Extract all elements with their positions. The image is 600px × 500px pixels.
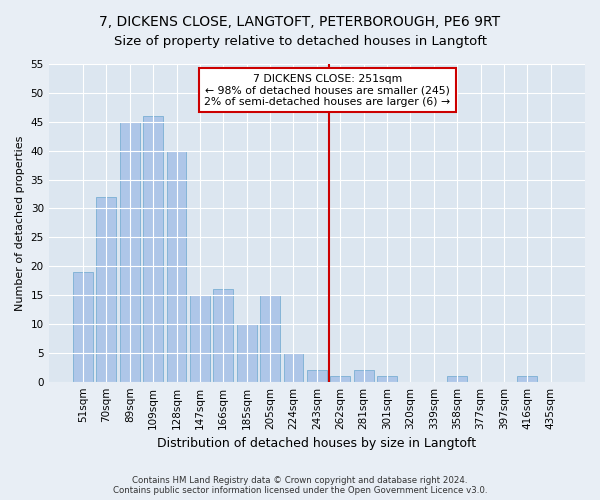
Bar: [237, 324, 257, 382]
Bar: [517, 376, 537, 382]
Y-axis label: Number of detached properties: Number of detached properties: [15, 135, 25, 310]
Bar: [330, 376, 350, 382]
Bar: [377, 376, 397, 382]
Bar: [97, 197, 116, 382]
Text: 7, DICKENS CLOSE, LANGTOFT, PETERBOROUGH, PE6 9RT: 7, DICKENS CLOSE, LANGTOFT, PETERBOROUGH…: [100, 15, 500, 29]
Bar: [120, 122, 140, 382]
Bar: [284, 353, 304, 382]
Bar: [167, 150, 187, 382]
Bar: [260, 295, 280, 382]
Text: 7 DICKENS CLOSE: 251sqm
← 98% of detached houses are smaller (245)
2% of semi-de: 7 DICKENS CLOSE: 251sqm ← 98% of detache…: [205, 74, 451, 106]
Bar: [190, 295, 210, 382]
Bar: [73, 272, 93, 382]
Text: Size of property relative to detached houses in Langtoft: Size of property relative to detached ho…: [113, 35, 487, 48]
Text: Contains HM Land Registry data © Crown copyright and database right 2024.
Contai: Contains HM Land Registry data © Crown c…: [113, 476, 487, 495]
Bar: [447, 376, 467, 382]
Bar: [307, 370, 327, 382]
X-axis label: Distribution of detached houses by size in Langtoft: Distribution of detached houses by size …: [157, 437, 476, 450]
Bar: [353, 370, 374, 382]
Bar: [214, 290, 233, 382]
Bar: [143, 116, 163, 382]
